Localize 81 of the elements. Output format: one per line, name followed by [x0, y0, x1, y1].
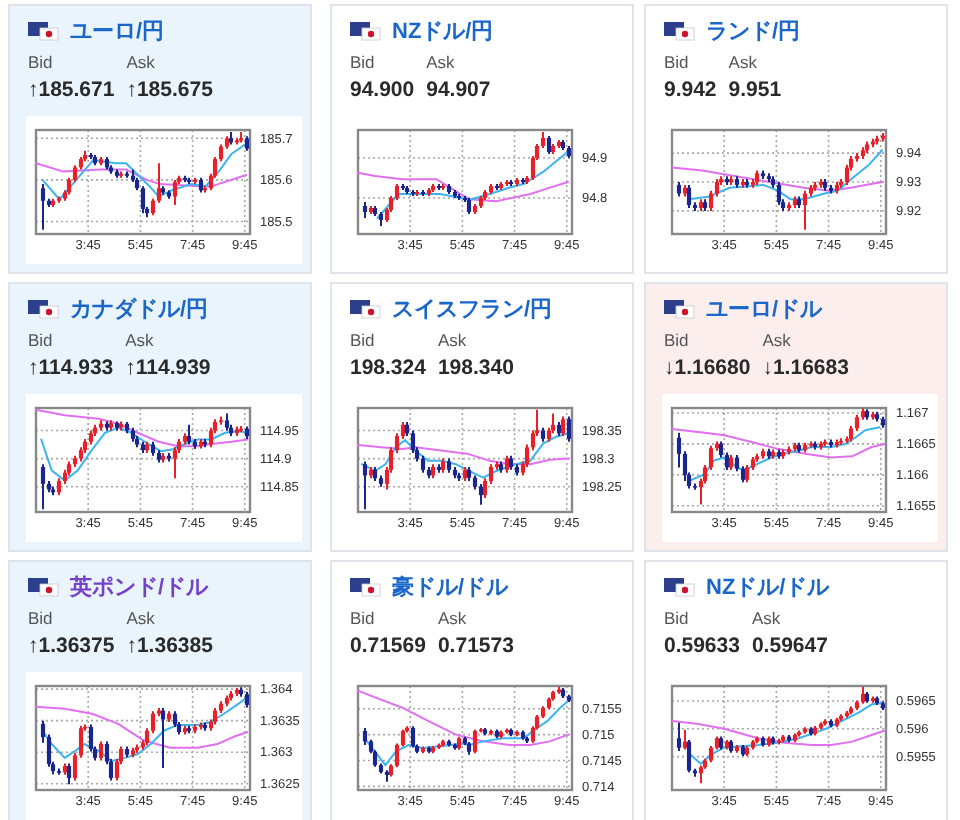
line-series [41, 696, 248, 763]
text: Ask [126, 52, 157, 72]
candlestick [172, 178, 178, 206]
line-series [363, 700, 570, 767]
text: 198.324 [350, 356, 427, 380]
text: Bid [664, 52, 690, 72]
text: ↑114.939 [125, 356, 211, 380]
candlestick [410, 725, 416, 749]
candlestick [686, 738, 692, 774]
candlestick [844, 163, 850, 186]
text: ↑1.36375 [28, 634, 115, 658]
candlestick [40, 463, 46, 511]
text: Ask [762, 330, 793, 350]
text: 0.71573 [437, 634, 515, 658]
text: ↑114.933 [28, 356, 114, 380]
candlestick [88, 723, 94, 753]
line-series [357, 689, 570, 746]
text: Ask [437, 608, 468, 628]
chart-title: NZドル/ドル [706, 576, 832, 600]
candlestick [410, 429, 416, 454]
chart-title: ユーロ/ドル [706, 298, 825, 322]
text: Bid [350, 330, 376, 350]
line-series [41, 142, 248, 201]
line-series [40, 426, 249, 482]
text: Bid [28, 608, 54, 628]
line-series [689, 426, 881, 482]
line-series [357, 444, 570, 466]
candlestick [478, 482, 484, 506]
text: ↑185.671 [28, 78, 115, 102]
text: Ask [126, 608, 157, 628]
chart-title: スイスフラン/円 [392, 298, 553, 322]
line-series [360, 432, 570, 479]
candlestick [140, 185, 146, 215]
text: 0.59633 [664, 634, 741, 658]
candlestick [40, 183, 46, 231]
line-series [671, 166, 884, 192]
text: 198.340 [437, 356, 515, 380]
text: ↓1.16680 [664, 356, 751, 380]
text: Bid [664, 608, 690, 628]
text: Bid [350, 52, 376, 72]
candlestick [472, 728, 478, 755]
text: 0.59647 [751, 634, 829, 658]
text: ↓1.16683 [762, 356, 850, 380]
text: 94.907 [426, 78, 491, 102]
text: 9.942 [664, 78, 717, 102]
text: Ask [125, 330, 156, 350]
chart-title: 英ポンド/ドル [68, 574, 211, 600]
line-series [376, 150, 570, 219]
line-series [35, 705, 249, 749]
text: ↑1.36385 [126, 634, 214, 658]
line-series [35, 408, 249, 448]
line-series [35, 162, 248, 188]
line-series [357, 171, 570, 203]
chart-title: カナダドル/円 [70, 296, 209, 322]
text: Bid [28, 52, 54, 72]
candlestick [98, 740, 104, 762]
candlestick [172, 446, 178, 480]
text: Bid [28, 330, 54, 350]
candlestick [682, 728, 688, 751]
text: 0.71569 [350, 634, 427, 658]
line-series [671, 428, 886, 459]
text: Ask [751, 608, 782, 628]
text: 94.900 [350, 78, 415, 102]
text: 9.951 [728, 78, 782, 102]
text: Ask [437, 330, 468, 350]
chart-title: ランド/円 [706, 20, 801, 44]
text: ↑185.675 [126, 78, 214, 102]
candlestick [362, 460, 368, 511]
candlestick [676, 721, 682, 753]
text: Ask [426, 52, 457, 72]
candlestick [776, 181, 782, 207]
text: Ask [728, 52, 759, 72]
chart-title: NZドル/円 [392, 20, 494, 44]
line-series [671, 720, 886, 746]
candlestick [802, 189, 808, 231]
text: Bid [664, 330, 690, 350]
chart-title: 豪ドル/ドル [390, 574, 511, 600]
chart-title: ユーロ/円 [70, 20, 165, 44]
candlestick [208, 426, 214, 449]
line-series [689, 702, 884, 765]
text: Bid [350, 608, 376, 628]
